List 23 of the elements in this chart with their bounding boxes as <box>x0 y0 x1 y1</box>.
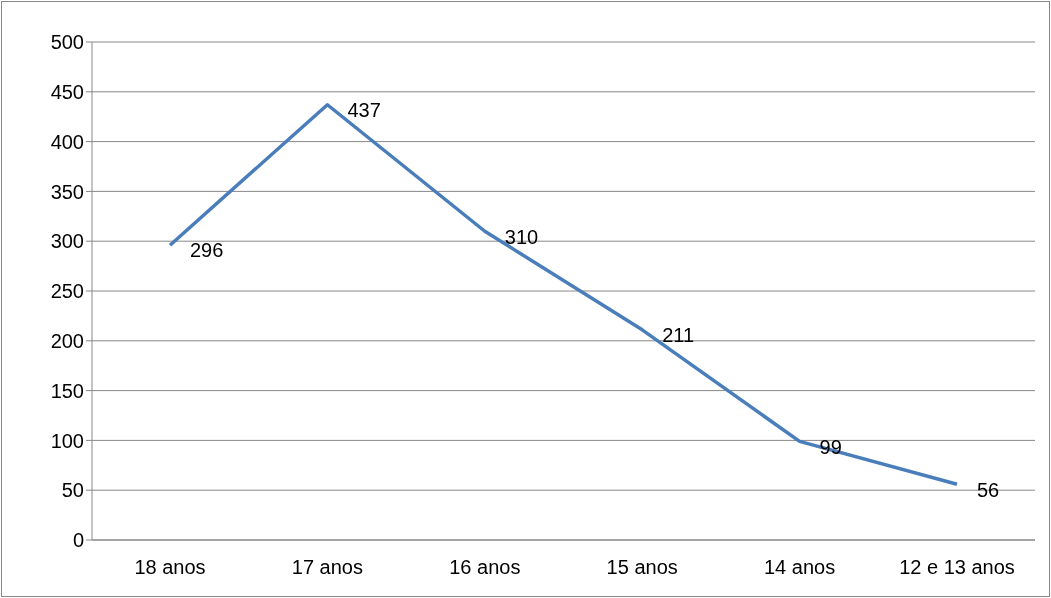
y-tick-label: 100 <box>50 429 84 452</box>
x-tick-label: 12 e 13 anos <box>899 556 1015 579</box>
y-tick-label: 400 <box>50 130 84 153</box>
data-label: 211 <box>662 324 695 347</box>
y-tick-label: 500 <box>50 31 84 54</box>
line-series <box>168 103 959 486</box>
x-tick-label: 16 anos <box>449 556 521 579</box>
data-label: 56 <box>977 478 1000 501</box>
x-tick-label: 17 anos <box>291 556 363 579</box>
y-tick-label: 50 <box>61 479 84 502</box>
y-tick-label: 450 <box>50 80 84 103</box>
x-tick-label: 14 anos <box>764 556 836 579</box>
x-tick-label: 18 anos <box>134 556 206 579</box>
y-tick-label: 200 <box>50 329 84 352</box>
y-tick-label: 350 <box>50 180 84 203</box>
y-tick-label: 0 <box>72 529 84 552</box>
y-tick-label: 150 <box>50 379 84 402</box>
y-tick-label: 300 <box>50 230 84 253</box>
data-label: 310 <box>504 225 539 248</box>
data-label: 437 <box>347 99 381 122</box>
data-label: 296 <box>190 239 224 262</box>
y-tick-label: 250 <box>50 280 84 303</box>
x-tick-label: 15 anos <box>606 556 678 579</box>
